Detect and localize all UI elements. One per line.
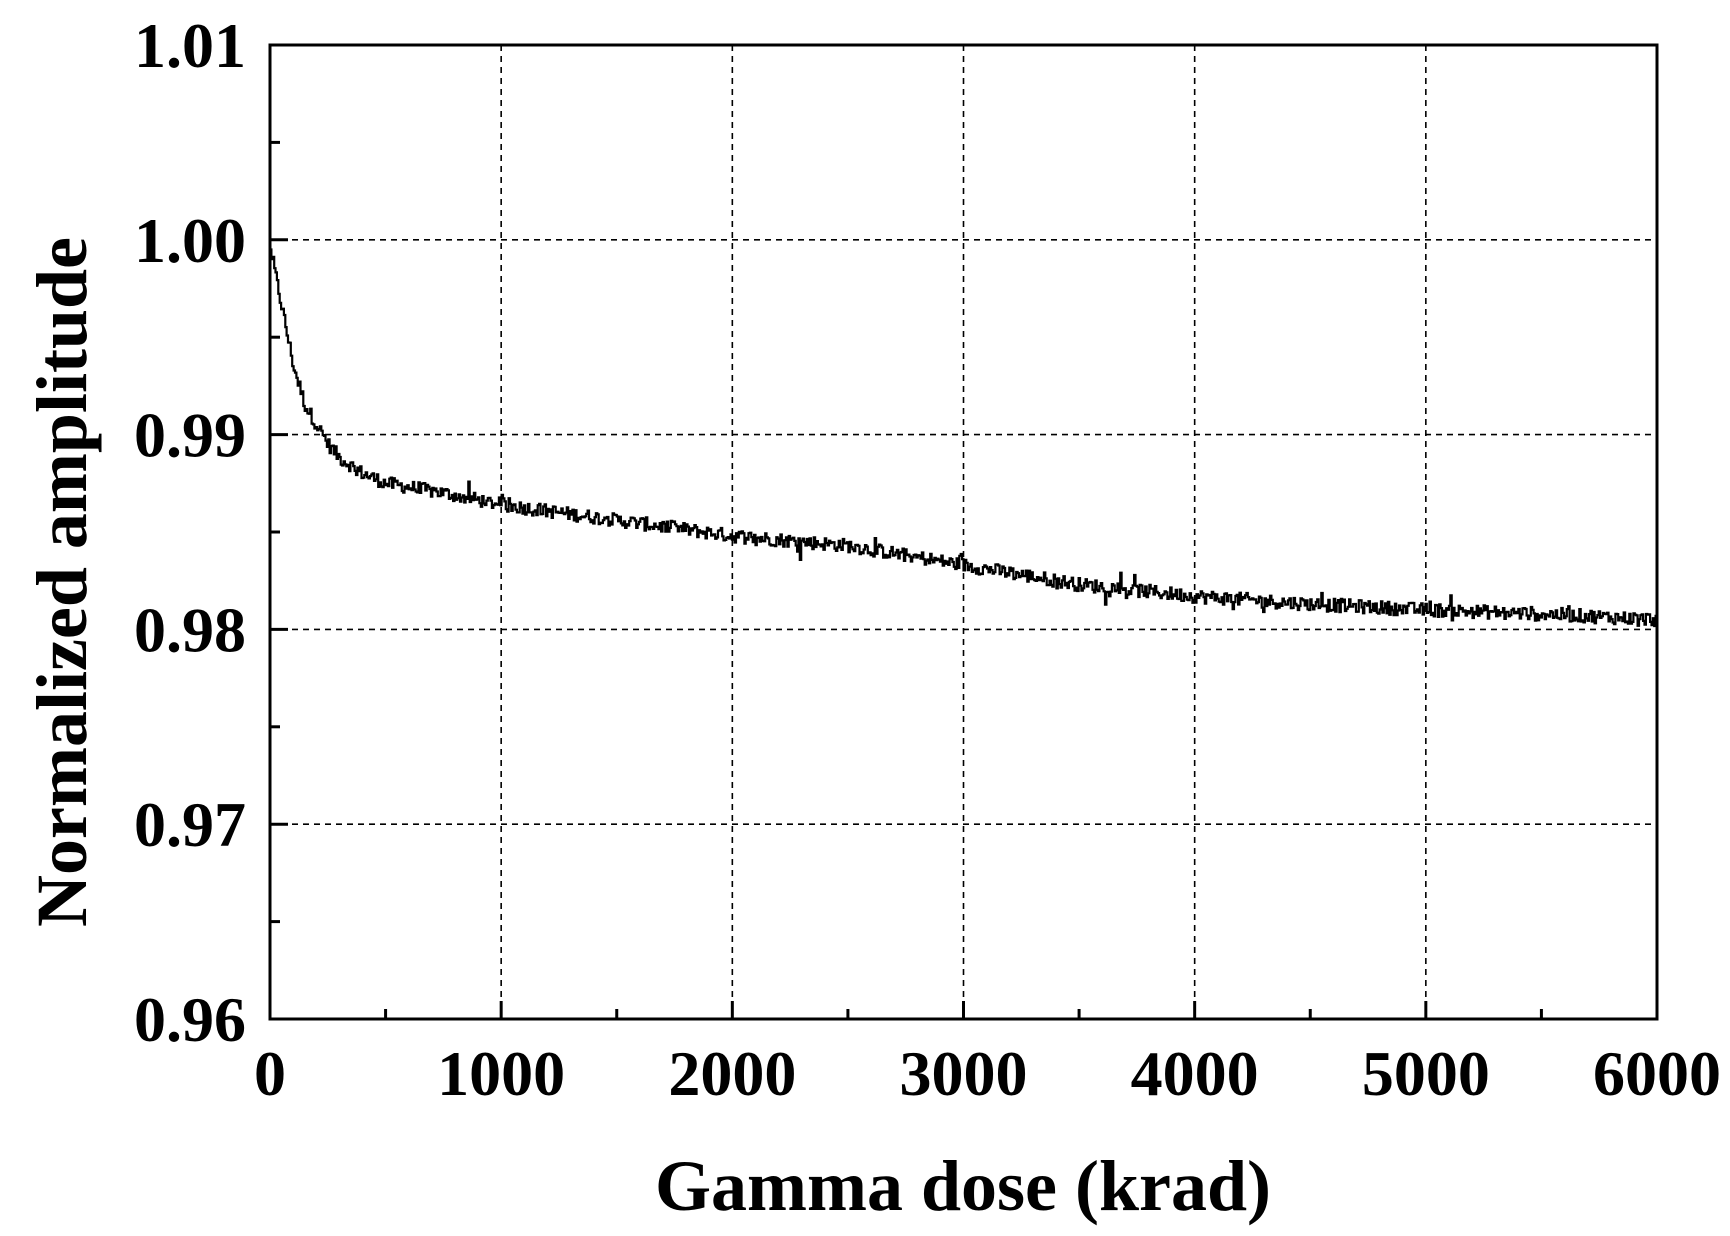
y-tick-labels: 0.96 0.97 0.98 0.99 1.00 1.01 [134, 10, 246, 1055]
y-tick-label: 0.97 [134, 789, 246, 860]
y-tick-label: 1.00 [134, 205, 246, 276]
y-tick-label: 1.01 [134, 10, 246, 81]
series-line [270, 248, 1659, 628]
x-tick-label: 1000 [437, 1038, 565, 1109]
x-tick-label: 4000 [1131, 1038, 1259, 1109]
x-tick-label: 3000 [900, 1038, 1028, 1109]
x-tick-label: 6000 [1593, 1038, 1721, 1109]
series-group [270, 248, 1659, 628]
x-tick-label: 0 [254, 1038, 286, 1109]
y-tick-label: 0.98 [134, 594, 246, 665]
x-tick-label: 5000 [1362, 1038, 1490, 1109]
x-tick-labels: 0 1000 2000 3000 4000 5000 6000 [254, 1038, 1721, 1109]
y-tick-label: 0.99 [134, 400, 246, 471]
y-axis-title: Normalized amplitude [22, 237, 102, 927]
x-axis-title: Gamma dose (krad) [655, 1146, 1271, 1226]
axis-ticks [268, 43, 1659, 1021]
x-tick-label: 2000 [668, 1038, 796, 1109]
y-tick-label: 0.96 [134, 984, 246, 1055]
grid-lines [270, 45, 1657, 1019]
